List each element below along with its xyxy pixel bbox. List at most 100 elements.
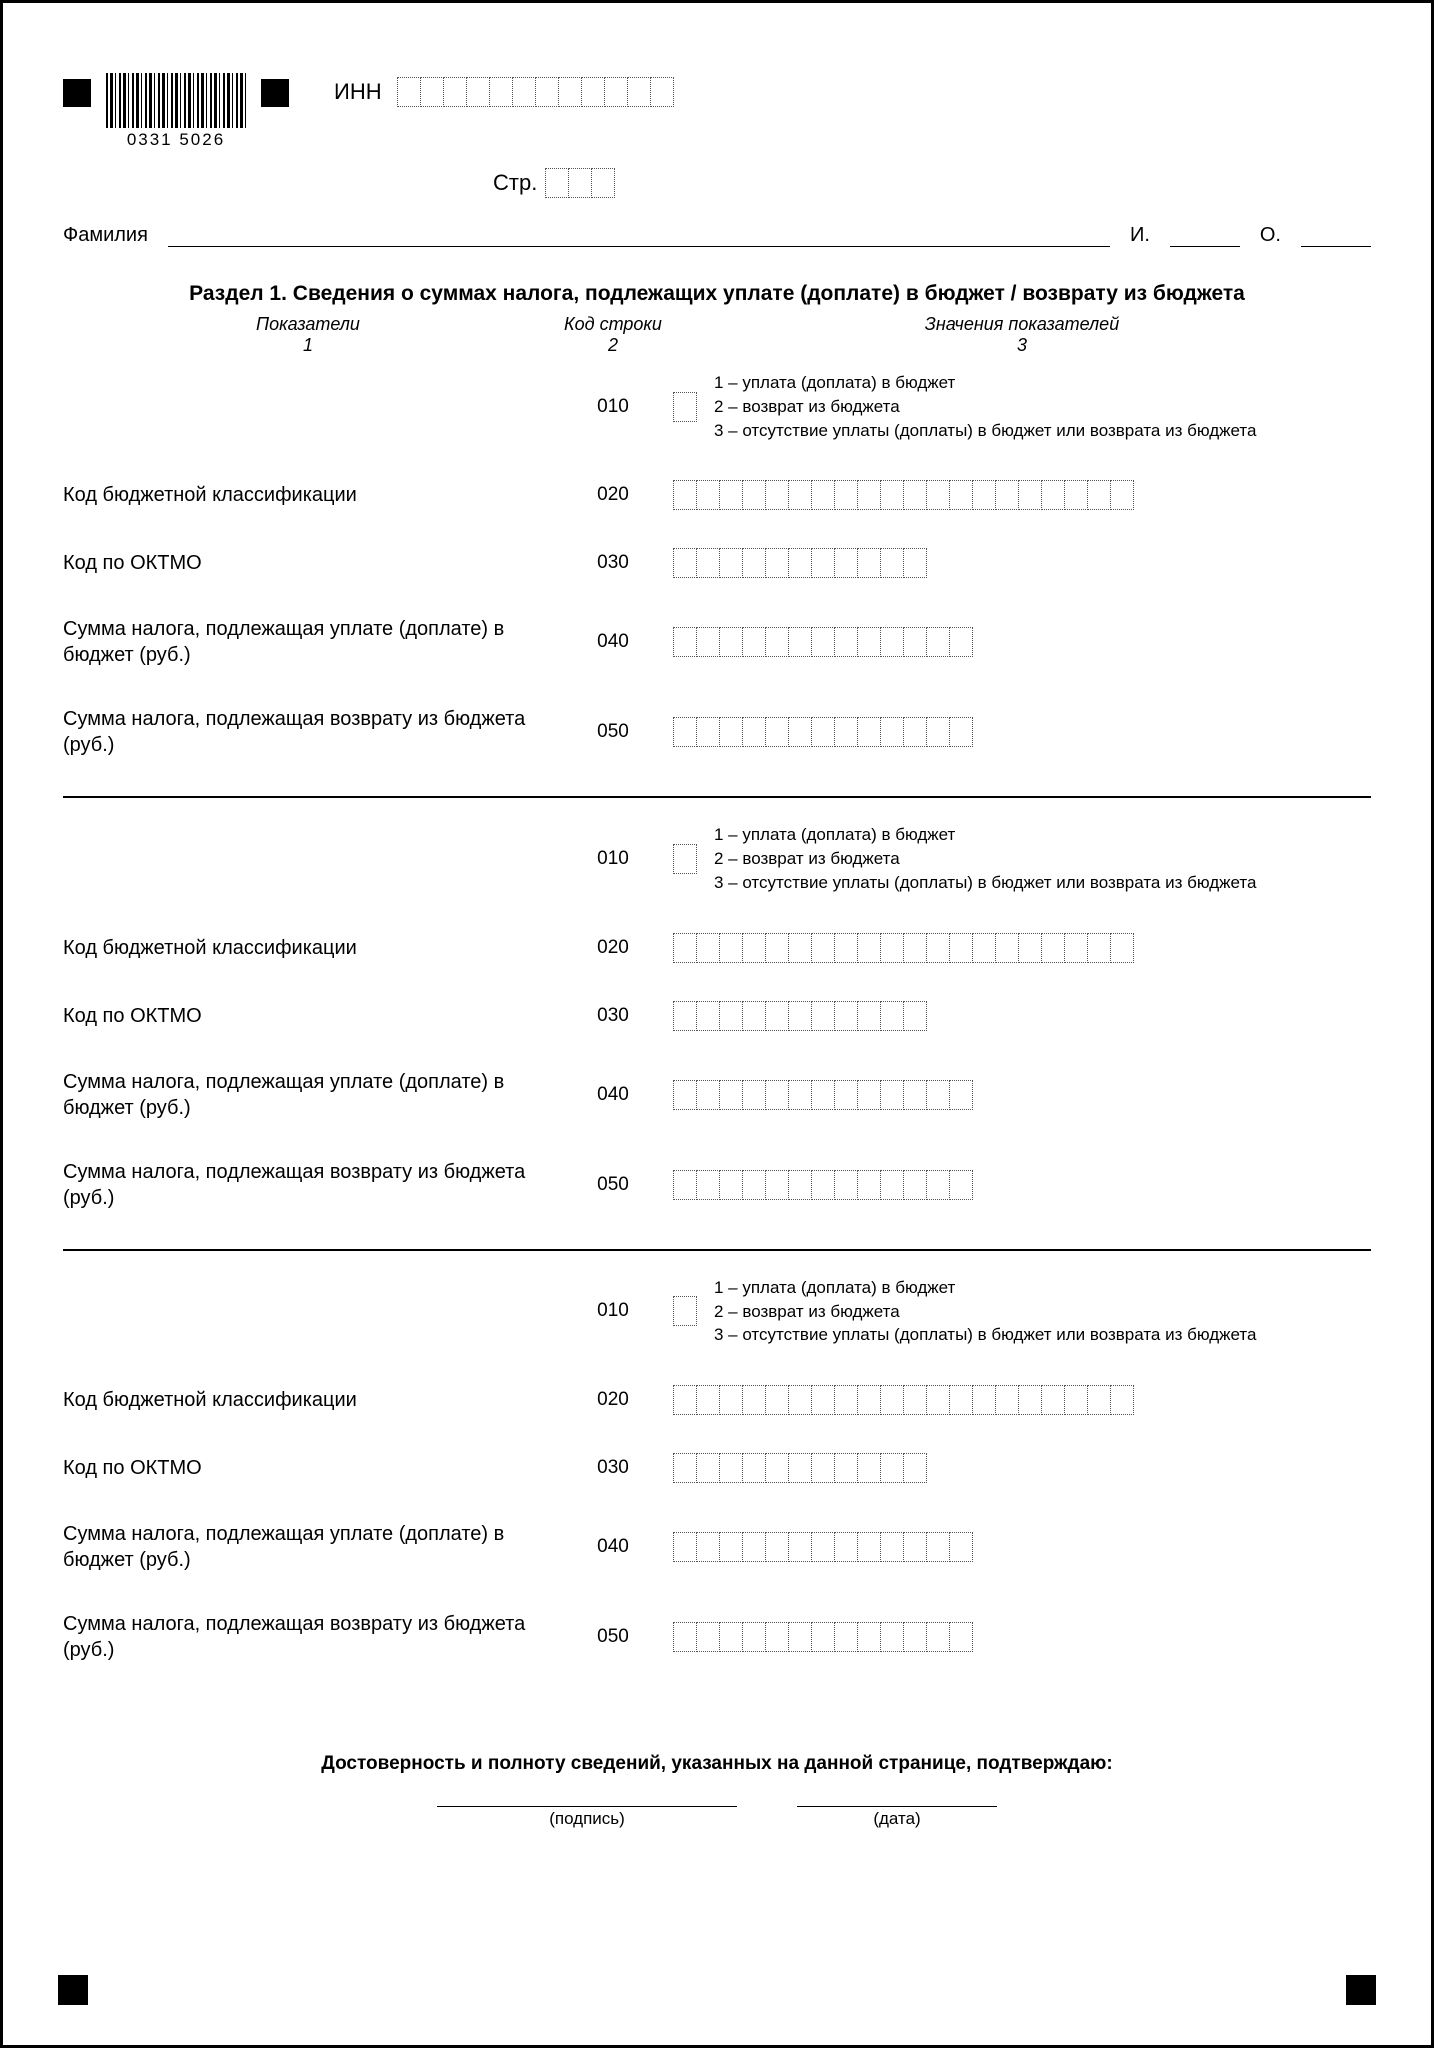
input-cell[interactable] [788,717,812,747]
row-010-cells[interactable] [673,392,696,422]
input-cell[interactable] [1087,480,1111,510]
input-cell[interactable] [857,1453,881,1483]
input-cell[interactable] [673,1296,697,1326]
input-cell[interactable] [512,77,536,107]
input-cell[interactable] [696,1453,720,1483]
input-cell[interactable] [811,548,835,578]
row-010-cells[interactable] [673,844,696,874]
input-cell[interactable] [696,1385,720,1415]
input-cell[interactable] [857,1622,881,1652]
input-cell[interactable] [949,717,973,747]
input-cell[interactable] [880,1453,904,1483]
input-cell[interactable] [742,1385,766,1415]
input-cell[interactable] [742,1080,766,1110]
input-cell[interactable] [834,1170,858,1200]
input-cell[interactable] [719,1453,743,1483]
input-cell[interactable] [719,627,743,657]
input-cell[interactable] [673,1170,697,1200]
input-cell[interactable] [1041,1385,1065,1415]
input-cell[interactable] [903,1622,927,1652]
input-cell[interactable] [811,480,835,510]
input-cell[interactable] [926,480,950,510]
input-cell[interactable] [926,933,950,963]
input-cell[interactable] [742,1622,766,1652]
input-cell[interactable] [949,933,973,963]
input-cell[interactable] [673,933,697,963]
input-cell[interactable] [673,1622,697,1652]
input-cell[interactable] [834,1622,858,1652]
input-cell[interactable] [673,1080,697,1110]
input-cell[interactable] [719,1080,743,1110]
input-cell[interactable] [719,1001,743,1031]
input-cell[interactable] [857,627,881,657]
date-line[interactable] [797,1785,997,1807]
input-cell[interactable] [696,627,720,657]
input-cell[interactable] [568,168,592,198]
input-cell[interactable] [788,1170,812,1200]
input-cell[interactable] [765,933,789,963]
input-cell[interactable] [719,1622,743,1652]
surname-line[interactable] [168,223,1110,247]
input-cell[interactable] [834,1532,858,1562]
input-cell[interactable] [995,480,1019,510]
input-cell[interactable] [811,1385,835,1415]
input-cell[interactable] [765,1532,789,1562]
input-cell[interactable] [811,933,835,963]
row-010-cells[interactable] [673,1296,696,1326]
input-cell[interactable] [903,933,927,963]
input-cell[interactable] [880,933,904,963]
input-cell[interactable] [1110,933,1134,963]
input-cell[interactable] [765,1001,789,1031]
input-cell[interactable] [857,1385,881,1415]
input-cell[interactable] [834,933,858,963]
input-cell[interactable] [903,480,927,510]
input-cell[interactable] [443,77,467,107]
input-cell[interactable] [972,480,996,510]
input-cell[interactable] [673,548,697,578]
input-cell[interactable] [673,392,697,422]
input-cell[interactable] [903,548,927,578]
input-cell[interactable] [834,627,858,657]
input-cell[interactable] [857,1532,881,1562]
input-cell[interactable] [397,77,421,107]
row-020-cells[interactable] [673,1385,1133,1415]
input-cell[interactable] [949,1532,973,1562]
input-cell[interactable] [926,717,950,747]
input-cell[interactable] [650,77,674,107]
input-cell[interactable] [880,717,904,747]
input-cell[interactable] [742,548,766,578]
input-cell[interactable] [834,1080,858,1110]
input-cell[interactable] [719,548,743,578]
input-cell[interactable] [788,480,812,510]
input-cell[interactable] [765,1453,789,1483]
input-cell[interactable] [903,1080,927,1110]
input-cell[interactable] [1064,933,1088,963]
input-cell[interactable] [811,1080,835,1110]
input-cell[interactable] [765,1385,789,1415]
row-030-cells[interactable] [673,1453,926,1483]
input-cell[interactable] [696,480,720,510]
input-cell[interactable] [545,168,569,198]
input-cell[interactable] [857,480,881,510]
input-cell[interactable] [765,717,789,747]
input-cell[interactable] [1018,480,1042,510]
row-020-cells[interactable] [673,933,1133,963]
input-cell[interactable] [926,1622,950,1652]
input-cell[interactable] [627,77,651,107]
input-cell[interactable] [926,1170,950,1200]
input-cell[interactable] [788,1001,812,1031]
input-cell[interactable] [857,1080,881,1110]
row-030-cells[interactable] [673,1001,926,1031]
input-cell[interactable] [880,1080,904,1110]
input-cell[interactable] [719,1532,743,1562]
input-cell[interactable] [903,1001,927,1031]
input-cell[interactable] [903,1532,927,1562]
input-cell[interactable] [1110,480,1134,510]
input-cell[interactable] [811,717,835,747]
input-cell[interactable] [880,1001,904,1031]
input-cell[interactable] [535,77,559,107]
input-cell[interactable] [1110,1385,1134,1415]
input-cell[interactable] [880,548,904,578]
input-cell[interactable] [788,933,812,963]
input-cell[interactable] [696,548,720,578]
